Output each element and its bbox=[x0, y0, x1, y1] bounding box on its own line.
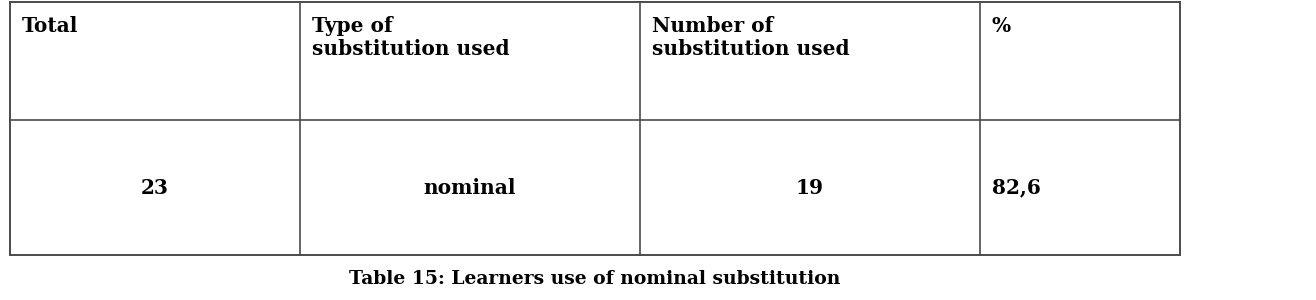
Text: nominal: nominal bbox=[424, 178, 516, 197]
Text: Table 15: Learners use of nominal substitution: Table 15: Learners use of nominal substi… bbox=[349, 270, 841, 288]
Text: Total: Total bbox=[22, 16, 79, 36]
Text: Number of
substitution used: Number of substitution used bbox=[651, 16, 850, 59]
Text: 19: 19 bbox=[796, 178, 824, 197]
Text: 82,6: 82,6 bbox=[992, 178, 1041, 197]
Text: Type of
substitution used: Type of substitution used bbox=[312, 16, 509, 59]
Text: 23: 23 bbox=[141, 178, 168, 197]
Text: %: % bbox=[992, 16, 1011, 36]
Bar bbox=[11, 2, 1180, 255]
